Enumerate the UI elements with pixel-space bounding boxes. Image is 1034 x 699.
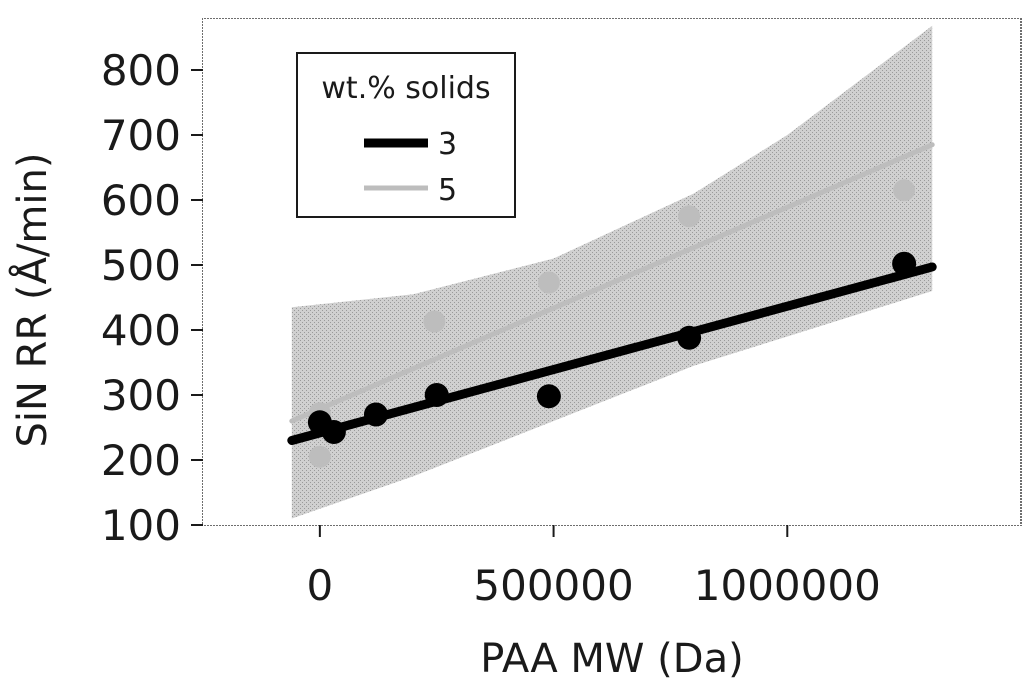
y-tick-label-300: 300 xyxy=(101,371,181,420)
y-axis: 100 200 300 400 500 600 700 800 xyxy=(101,46,203,550)
y-tick-label-100: 100 xyxy=(101,501,181,550)
point-series-5-5 xyxy=(893,179,915,201)
legend-label-5: 5 xyxy=(438,173,457,208)
point-series-3-1 xyxy=(322,420,346,444)
x-tick-label-1000000: 1000000 xyxy=(694,561,881,610)
legend-label-3: 3 xyxy=(438,127,457,162)
y-tick-label-700: 700 xyxy=(101,111,181,160)
point-series-5-1 xyxy=(309,446,331,468)
point-series-5-4 xyxy=(678,205,700,227)
legend-title: wt.% solids xyxy=(321,71,490,106)
x-tick-label-500000: 500000 xyxy=(473,561,633,610)
x-axis: 0 500000 1000000 xyxy=(306,525,880,610)
y-axis-title: SiN RR (Å/min) xyxy=(8,153,56,448)
y-tick-label-500: 500 xyxy=(101,241,181,290)
point-series-5-3 xyxy=(538,272,560,294)
y-tick-label-800: 800 xyxy=(101,46,181,95)
x-tick-label-0: 0 xyxy=(306,561,333,610)
point-series-5-2 xyxy=(423,311,445,333)
y-tick-label-600: 600 xyxy=(101,176,181,225)
point-series-3-6 xyxy=(892,252,916,276)
legend: wt.% solids 3 5 xyxy=(297,53,515,217)
point-series-3-5 xyxy=(677,326,701,350)
x-axis-title: PAA MW (Da) xyxy=(480,636,743,682)
point-series-3-3 xyxy=(425,383,449,407)
point-series-3-2 xyxy=(364,403,388,427)
y-tick-label-400: 400 xyxy=(101,306,181,355)
y-tick-label-200: 200 xyxy=(101,436,181,485)
point-series-3-4 xyxy=(537,384,561,408)
